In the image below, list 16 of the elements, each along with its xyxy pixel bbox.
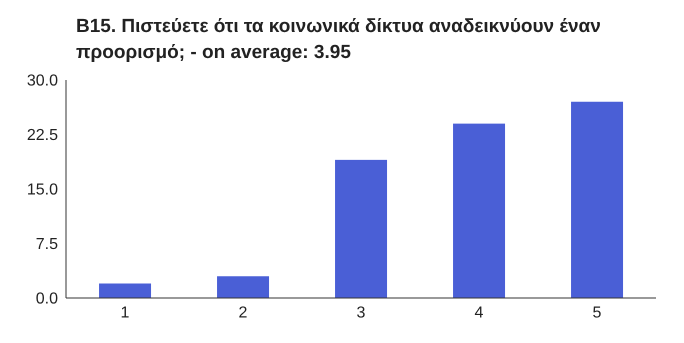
x-tick-label: 3	[356, 304, 366, 322]
y-tick-label: 30.0	[26, 72, 58, 90]
chart-title: B15. Πιστεύετε ότι τα κοινωνικά δίκτυα αναδεικνύουν έναν προορισμό; - on average: 3.95	[76, 15, 602, 65]
bar	[217, 276, 270, 298]
x-tick-label: 1	[120, 304, 130, 322]
bar	[571, 102, 624, 298]
y-tick-label: 15.0	[26, 182, 58, 199]
x-tick-label: 4	[474, 304, 484, 322]
y-tick-label: 7.5	[36, 236, 58, 254]
bar	[453, 124, 506, 298]
bar	[99, 283, 152, 298]
bar	[335, 160, 388, 298]
y-tick-label: 22.5	[26, 127, 58, 144]
x-tick-label: 5	[592, 304, 602, 322]
y-tick-label: 0.0	[36, 290, 58, 308]
x-tick-label: 2	[238, 304, 248, 322]
